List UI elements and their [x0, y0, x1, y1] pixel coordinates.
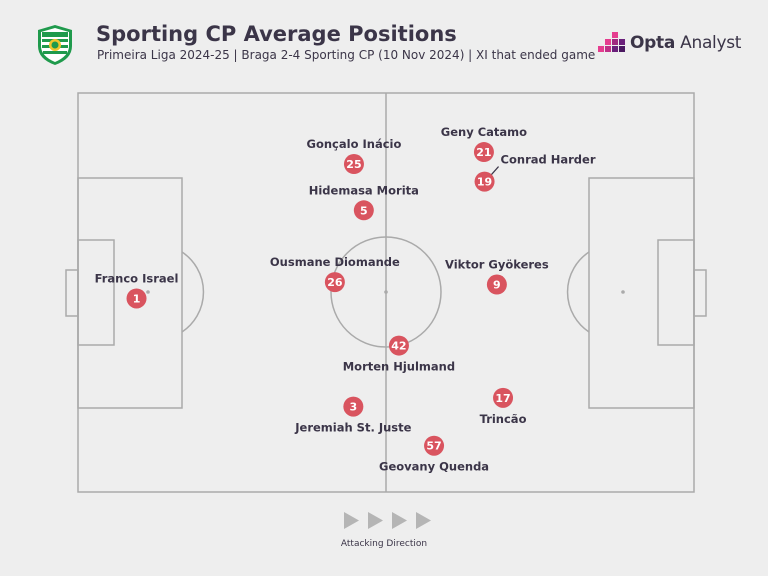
- player-name-label: Conrad Harder: [501, 153, 596, 167]
- player-number: 42: [391, 340, 406, 353]
- player-name-label: Geovany Quenda: [379, 460, 489, 474]
- player-name-label: Jeremiah St. Juste: [294, 421, 411, 435]
- right-six-yard-box: [657, 239, 695, 346]
- play-arrow-icon: [416, 512, 431, 529]
- sporting-cp-badge-icon: [38, 25, 72, 65]
- badge-band: [42, 32, 68, 37]
- player-marker: [424, 435, 445, 456]
- player-number: 17: [495, 392, 510, 405]
- player-marker: [353, 200, 374, 221]
- left-six-yard-box: [77, 239, 115, 346]
- player-name-label: Franco Israel: [95, 271, 179, 285]
- right-goal: [693, 269, 707, 317]
- play-arrow-icon: [368, 512, 383, 529]
- badge-stripe: [43, 51, 67, 54]
- player-name-label: Hidemasa Morita: [309, 183, 419, 197]
- player-number: 57: [426, 440, 441, 453]
- player-marker: [474, 171, 495, 192]
- player-markers: 1 Franco Israel 25 Gonçalo Inácio 5 Hidemasa …: [95, 125, 596, 474]
- player-marker: [343, 154, 364, 175]
- opta-logo-icon: [598, 32, 625, 52]
- left-goal: [65, 269, 79, 317]
- player-marker: [388, 335, 409, 356]
- player-marker: [126, 288, 147, 309]
- player-name-label: Viktor Gyökeres: [445, 258, 549, 272]
- chart-title: Sporting CP Average Positions: [96, 22, 457, 46]
- player-marker: [343, 396, 364, 417]
- left-penalty-arc: [181, 251, 205, 333]
- brand-word-analyst: Analyst: [680, 33, 742, 53]
- player-name-label: Morten Hjulmand: [343, 360, 455, 374]
- badge-lion-core: [51, 41, 59, 49]
- right-penalty-spot: [621, 290, 625, 294]
- player-name-label: Geny Catamo: [441, 125, 527, 139]
- player-marker: [324, 272, 345, 293]
- pitch-markings: [65, 92, 707, 493]
- brand-word-opta: Opta: [630, 33, 676, 53]
- player-name-label: Ousmane Diomande: [270, 255, 400, 269]
- player-marker: [486, 274, 507, 295]
- player-number: 9: [493, 279, 501, 292]
- centre-circle: [330, 236, 442, 348]
- player-number: 5: [360, 204, 368, 217]
- player-number: 26: [327, 276, 343, 289]
- label-leader-line: [490, 166, 500, 176]
- player-number: 19: [477, 176, 492, 189]
- player-marker: [493, 387, 514, 408]
- player-number: 21: [476, 146, 491, 159]
- right-penalty-box: [588, 177, 695, 409]
- attacking-direction-label: Attacking Direction: [340, 539, 428, 549]
- player-marker: [473, 142, 494, 163]
- centre-spot: [384, 290, 388, 294]
- player-number: 25: [346, 158, 361, 171]
- play-arrow-icon: [344, 512, 359, 529]
- attacking-direction-arrows: [344, 512, 431, 529]
- opta-analyst-logo: Opta Analyst: [598, 30, 748, 58]
- player-number: 3: [350, 401, 358, 414]
- play-arrow-icon: [392, 512, 407, 529]
- player-number: 1: [133, 292, 141, 305]
- player-name-label: Gonçalo Inácio: [307, 137, 402, 151]
- left-penalty-spot: [146, 290, 150, 294]
- player-name-label: Trincão: [480, 412, 527, 426]
- right-penalty-arc: [566, 251, 590, 333]
- chart-subtitle: Primeira Liga 2024-25 | Braga 2-4 Sporti…: [97, 48, 596, 62]
- brand-wordmark: Opta Analyst: [630, 33, 741, 53]
